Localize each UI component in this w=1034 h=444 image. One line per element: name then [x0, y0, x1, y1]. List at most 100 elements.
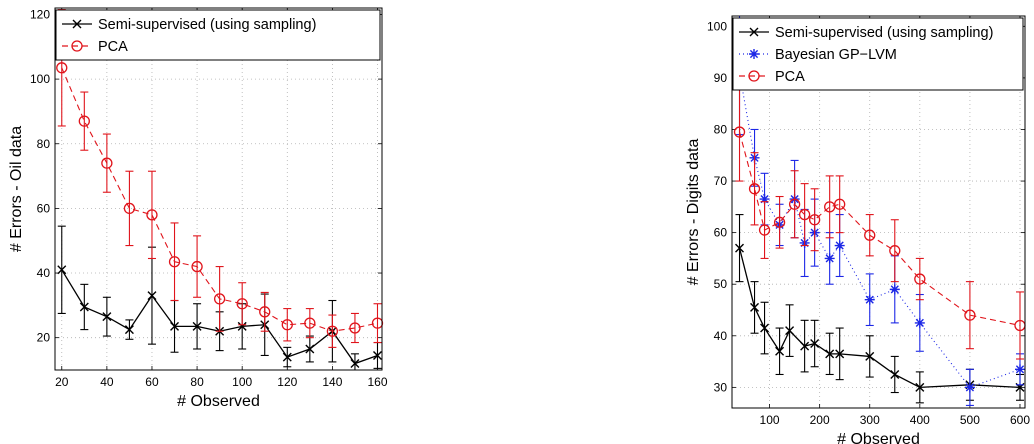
- data-point: [735, 243, 745, 253]
- legend-label: Semi-supervised (using sampling): [775, 25, 993, 41]
- y-tick-label: 20: [37, 331, 51, 345]
- data-point: [864, 229, 876, 241]
- y-tick-label: 100: [30, 72, 50, 86]
- x-tick-label: 140: [322, 375, 342, 389]
- data-point: [964, 382, 975, 393]
- data-point: [282, 352, 292, 362]
- series-line: [738, 72, 1021, 389]
- x-tick-label: 80: [190, 375, 204, 389]
- data-point: [864, 294, 875, 305]
- data-point: [759, 194, 770, 205]
- series-line: [738, 247, 1021, 389]
- data-point: [102, 312, 112, 322]
- data-point: [1014, 364, 1025, 375]
- data-point: [259, 306, 271, 318]
- legend-box: [55, 9, 381, 61]
- legend-marker: [749, 27, 759, 37]
- legend-box: [732, 17, 1024, 91]
- series-pca: [56, 9, 384, 348]
- x-tick-label: 400: [910, 413, 930, 427]
- data-point: [915, 382, 925, 392]
- data-point: [834, 240, 845, 251]
- data-point: [146, 209, 158, 221]
- legend-marker: [749, 49, 759, 59]
- x-axis-label: # Observed: [837, 431, 920, 444]
- data-point: [835, 349, 845, 359]
- data-point: [168, 256, 181, 268]
- data-point: [101, 157, 113, 169]
- y-tick-label: 80: [714, 122, 728, 136]
- x-tick-label: 60: [145, 375, 159, 389]
- x-tick-label: 600: [1010, 413, 1030, 427]
- y-tick-label: 100: [707, 19, 727, 33]
- oil-data-chart: 20 40 60 80 100 120 140 160 20 40 60 80 100 120 # Obse…: [8, 7, 388, 410]
- data-point: [733, 126, 746, 138]
- legend-label: Semi-supervised (using sampling): [98, 17, 316, 33]
- data-point: [372, 350, 382, 360]
- data-point: [191, 260, 203, 273]
- data-point: [798, 208, 811, 221]
- data-point: [889, 284, 900, 295]
- data-point: [890, 369, 900, 379]
- y-tick-label: 60: [714, 226, 728, 240]
- y-tick-label: 60: [37, 201, 51, 215]
- data-point: [170, 321, 180, 331]
- y-tick-label: 40: [714, 329, 728, 343]
- legend-marker: [748, 70, 760, 82]
- data-point: [349, 322, 361, 334]
- data-point: [236, 298, 248, 310]
- data-point: [123, 202, 136, 215]
- x-tick-label: 200: [810, 413, 830, 427]
- data-point: [213, 293, 226, 305]
- data-point: [914, 317, 925, 328]
- data-point: [147, 291, 157, 301]
- legend-label: Bayesian GP−LVM: [775, 47, 897, 63]
- data-point: [865, 351, 875, 361]
- data-point: [785, 326, 795, 336]
- x-axis-label: # Observed: [177, 393, 260, 410]
- data-point: [889, 245, 901, 257]
- x-tick-label: 40: [100, 375, 114, 389]
- y-tick-label: 70: [714, 174, 728, 188]
- series-semi-supervised-using-sampling: [57, 225, 382, 370]
- data-point: [810, 339, 820, 349]
- legend: Semi-supervised (using sampling) PCA: [55, 9, 381, 61]
- data-point: [758, 224, 771, 236]
- data-point: [825, 349, 835, 359]
- y-tick-label: 80: [37, 137, 51, 151]
- y-tick-label: 120: [30, 7, 50, 21]
- data-point: [824, 253, 835, 264]
- data-point: [56, 62, 68, 74]
- series-line: [738, 131, 1021, 327]
- x-tick-label: 100: [760, 413, 780, 427]
- legend: Semi-supervised (using sampling) Bayesian…: [732, 17, 1024, 91]
- data-point: [79, 302, 89, 312]
- x-tick-label: 300: [860, 413, 880, 427]
- data-point: [305, 344, 315, 354]
- legend-label: PCA: [775, 69, 805, 85]
- data-point: [237, 321, 247, 331]
- data-point: [834, 198, 846, 210]
- data-point: [808, 214, 821, 226]
- data-point: [914, 273, 926, 285]
- digits-data-chart: 100 200 300 400 500 600 30 40 50 60 70 80 90 100 # Obs…: [685, 15, 1030, 444]
- plot-area-border: [54, 7, 383, 371]
- x-tick-label: 120: [277, 375, 297, 389]
- y-axis-label: # Errors - Digits data: [685, 139, 702, 286]
- series-semi-supervised-using-sampling: [735, 214, 1025, 404]
- data-point: [750, 302, 760, 312]
- x-tick-label: 500: [960, 413, 980, 427]
- y-tick-label: 40: [37, 266, 51, 280]
- data-point: [78, 115, 90, 127]
- data-point: [57, 265, 67, 275]
- data-point: [304, 317, 316, 329]
- plot-area-border: [731, 15, 1026, 409]
- legend-label: PCA: [98, 39, 128, 55]
- y-tick-label: 90: [714, 71, 728, 85]
- x-tick-label: 100: [232, 375, 252, 389]
- legend-marker: [71, 40, 83, 52]
- data-point: [281, 319, 293, 331]
- data-point: [748, 183, 761, 195]
- data-point: [192, 321, 202, 331]
